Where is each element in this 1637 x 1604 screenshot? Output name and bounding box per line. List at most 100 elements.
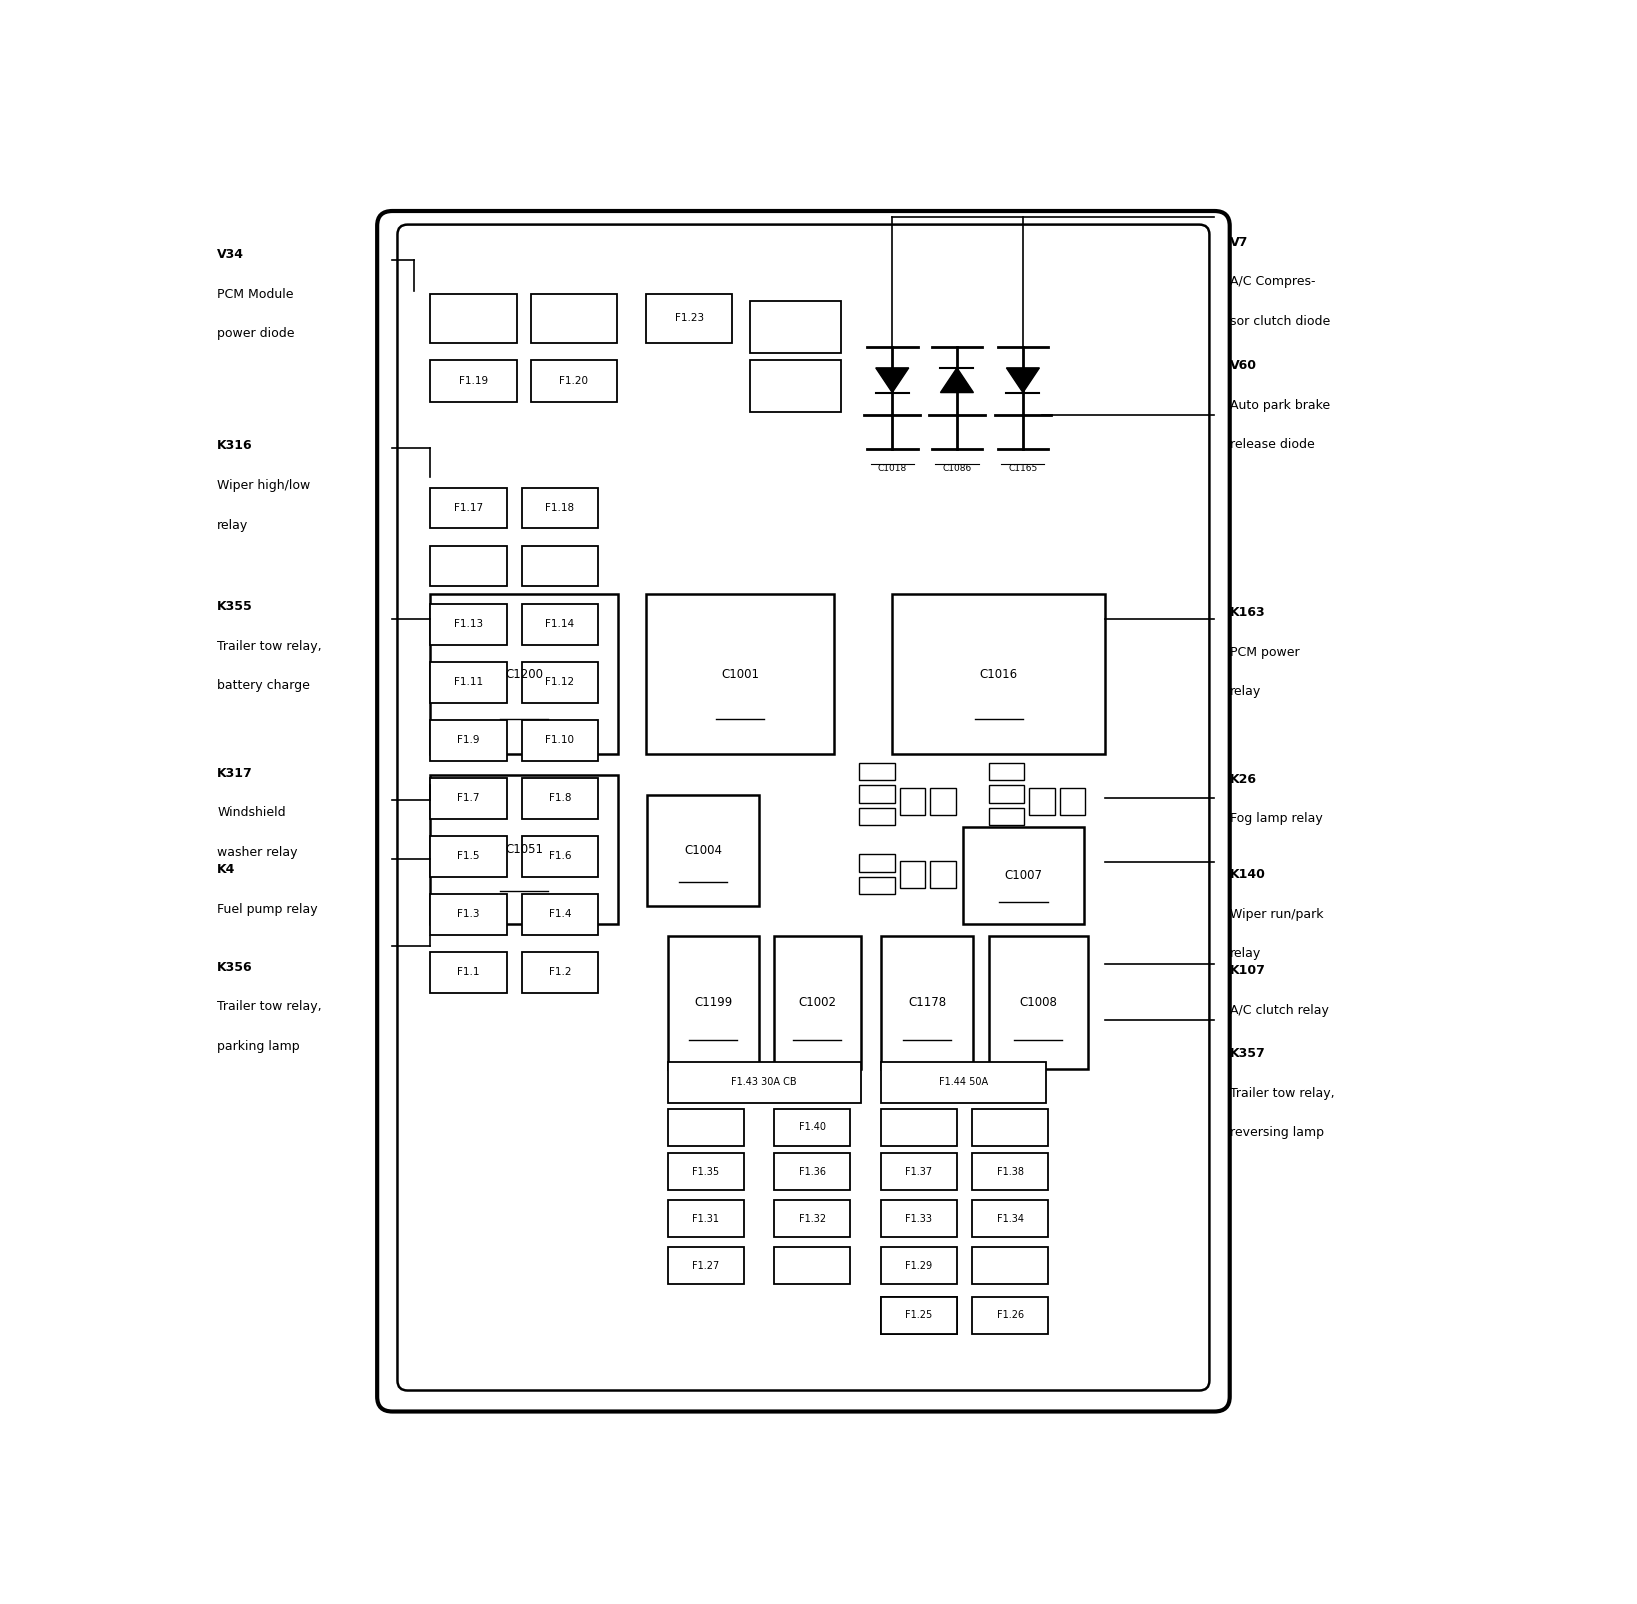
Bar — [859, 786, 895, 802]
Text: Wiper run/park: Wiper run/park — [1229, 908, 1323, 921]
Bar — [930, 861, 956, 889]
Text: Trailer tow relay,: Trailer tow relay, — [218, 1001, 322, 1014]
Text: K26: K26 — [1229, 773, 1257, 786]
Bar — [859, 855, 895, 873]
Text: V34: V34 — [218, 249, 244, 261]
Text: F1.8: F1.8 — [548, 794, 571, 804]
Text: F1.26: F1.26 — [997, 1310, 1023, 1320]
Bar — [431, 778, 506, 818]
Text: C1002: C1002 — [799, 996, 837, 1009]
Text: K317: K317 — [218, 767, 254, 780]
Text: F1.25: F1.25 — [905, 1310, 933, 1320]
Bar — [774, 937, 861, 1070]
Text: F1.36: F1.36 — [799, 1166, 825, 1177]
Bar — [522, 662, 598, 703]
Bar — [647, 294, 732, 343]
Text: V7: V7 — [1229, 236, 1247, 249]
Bar — [522, 778, 598, 818]
Text: F1.17: F1.17 — [453, 504, 483, 513]
Text: relay: relay — [1229, 946, 1260, 961]
Bar — [989, 764, 1025, 781]
Bar — [522, 545, 598, 587]
Text: K357: K357 — [1229, 1047, 1265, 1060]
Text: F1.3: F1.3 — [457, 909, 480, 919]
Text: F1.4: F1.4 — [548, 909, 571, 919]
Text: Trailer tow relay,: Trailer tow relay, — [218, 640, 322, 653]
Text: C1051: C1051 — [506, 844, 543, 857]
Text: K356: K356 — [218, 961, 254, 974]
Bar — [963, 828, 1084, 924]
Text: F1.10: F1.10 — [545, 735, 575, 746]
Text: Trailer tow relay,: Trailer tow relay, — [1229, 1086, 1334, 1100]
FancyBboxPatch shape — [377, 212, 1229, 1412]
Text: release diode: release diode — [1229, 438, 1315, 451]
Text: relay: relay — [1229, 685, 1260, 698]
Text: power diode: power diode — [218, 327, 295, 340]
Bar — [668, 1108, 743, 1145]
Text: F1.5: F1.5 — [457, 852, 480, 861]
Bar — [774, 1248, 850, 1285]
Bar — [431, 488, 506, 528]
Bar — [431, 953, 506, 993]
Text: K163: K163 — [1229, 606, 1265, 619]
Text: F1.29: F1.29 — [905, 1261, 933, 1270]
Text: F1.14: F1.14 — [545, 619, 575, 629]
Bar — [431, 775, 619, 924]
Text: F1.7: F1.7 — [457, 794, 480, 804]
Text: PCM Module: PCM Module — [218, 287, 293, 300]
Text: F1.19: F1.19 — [458, 377, 488, 387]
Bar — [881, 1248, 958, 1285]
Bar — [530, 361, 617, 403]
Bar — [1059, 788, 1085, 815]
Bar — [530, 294, 617, 343]
Bar — [431, 893, 506, 935]
Bar — [972, 1108, 1048, 1145]
Text: Fog lamp relay: Fog lamp relay — [1229, 813, 1323, 826]
Bar — [522, 488, 598, 528]
Bar — [900, 788, 925, 815]
Bar — [668, 1200, 743, 1237]
Text: F1.1: F1.1 — [457, 967, 480, 977]
Bar — [972, 1248, 1048, 1285]
Bar — [522, 836, 598, 877]
Text: F1.44 50A: F1.44 50A — [938, 1078, 987, 1088]
Text: K316: K316 — [218, 439, 254, 452]
Polygon shape — [940, 367, 974, 393]
Text: C1004: C1004 — [684, 844, 722, 857]
Bar — [900, 861, 925, 889]
Text: A/C clutch relay: A/C clutch relay — [1229, 1004, 1329, 1017]
Bar — [989, 937, 1087, 1070]
Text: battery charge: battery charge — [218, 678, 309, 691]
Bar — [522, 720, 598, 760]
Text: Auto park brake: Auto park brake — [1229, 399, 1329, 412]
Bar — [431, 662, 506, 703]
Text: F1.43 30A CB: F1.43 30A CB — [732, 1078, 797, 1088]
Text: Fuel pump relay: Fuel pump relay — [218, 903, 318, 916]
Bar — [431, 545, 506, 587]
Text: F1.31: F1.31 — [692, 1214, 719, 1224]
Bar — [881, 1296, 958, 1333]
Text: PCM power: PCM power — [1229, 646, 1300, 659]
Text: F1.9: F1.9 — [457, 735, 480, 746]
Bar — [881, 1062, 1046, 1102]
Bar — [930, 788, 956, 815]
Text: F1.38: F1.38 — [997, 1166, 1023, 1177]
Text: C1001: C1001 — [720, 667, 760, 680]
Bar — [881, 1296, 958, 1333]
Bar — [431, 593, 619, 754]
Text: A/C Compres-: A/C Compres- — [1229, 276, 1315, 289]
Bar — [859, 877, 895, 893]
Text: parking lamp: parking lamp — [218, 1039, 300, 1052]
Bar — [431, 720, 506, 760]
Bar — [668, 1062, 861, 1102]
Text: F1.32: F1.32 — [799, 1214, 827, 1224]
Text: C1008: C1008 — [1020, 996, 1058, 1009]
Text: F1.33: F1.33 — [905, 1214, 933, 1224]
Text: F1.12: F1.12 — [545, 677, 575, 687]
Text: washer relay: washer relay — [218, 845, 298, 858]
Bar — [668, 1153, 743, 1190]
Text: F1.11: F1.11 — [453, 677, 483, 687]
Bar — [881, 937, 974, 1070]
Text: K140: K140 — [1229, 868, 1265, 881]
Polygon shape — [1007, 367, 1039, 393]
